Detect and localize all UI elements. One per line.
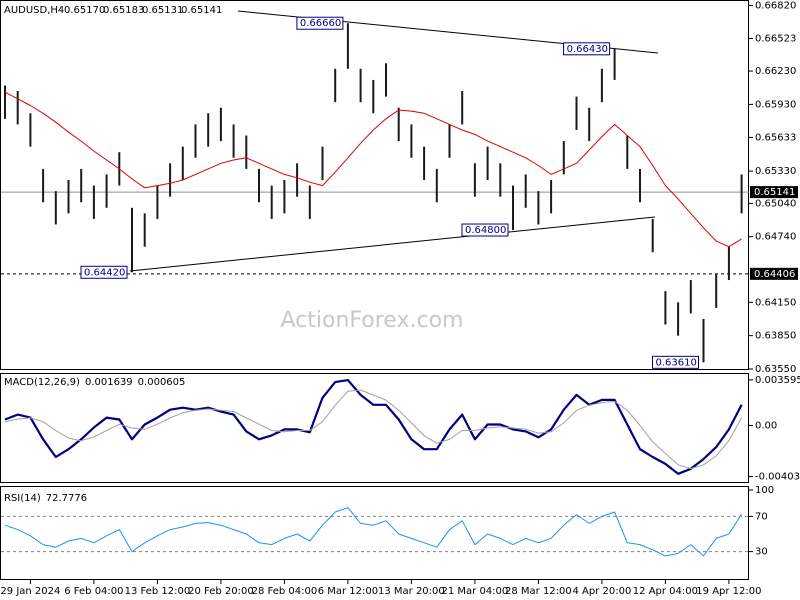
x-tick-label: 28 Mar 12:00 (505, 586, 572, 597)
annotation-label: 0.66430 (567, 44, 608, 55)
y-tick-label: 0.64150 (755, 297, 796, 308)
quote: 0.65141 (181, 5, 222, 16)
annotation-label: 0.63610 (656, 357, 697, 368)
x-tick-label: 6 Feb 04:00 (64, 586, 123, 597)
y-tick-label: 0.64740 (755, 232, 796, 243)
quote: 0.65170 (64, 5, 105, 16)
price-label-box (750, 186, 798, 199)
y-tick-label: -0.00403 (755, 472, 800, 483)
annotation-box (563, 42, 611, 56)
y-tick-label: 0.00 (755, 420, 777, 431)
y-tick-label: 70 (755, 511, 768, 522)
moving-average (4, 91, 742, 248)
annotation-box (296, 16, 344, 30)
y-tick-label: 0.63550 (755, 364, 796, 375)
annotation-box (652, 355, 699, 369)
y-tick-label: 0.66523 (755, 33, 796, 44)
price-label: 0.64406 (754, 269, 795, 280)
indicator-line (4, 507, 743, 557)
annotation-box (80, 265, 128, 279)
indicator-line (4, 379, 743, 475)
y-tick-label: 0.65633 (755, 132, 796, 143)
y-tick-label: 0.003595 (755, 375, 800, 386)
x-tick-label: 29 Jan 2024 (0, 586, 60, 597)
y-tick-label: 0.63850 (755, 331, 796, 342)
symbol: AUDUSD,H4 (4, 5, 64, 16)
x-tick-label: 20 Feb 20:00 (188, 586, 254, 597)
y-tick-label: 0.66230 (755, 66, 796, 77)
quote: 0.65183 (103, 5, 144, 16)
x-tick-label: 13 Mar 20:00 (378, 586, 445, 597)
y-tick-label: 100 (755, 485, 774, 496)
indicator-value: 72.7776 (46, 493, 87, 504)
price-label-box (750, 267, 798, 280)
y-tick-label: 0.65930 (755, 99, 796, 110)
x-tick-label: 12 Apr 04:00 (633, 586, 698, 597)
price-panel (0, 0, 749, 370)
y-tick-label: 0.66820 (755, 0, 796, 11)
annotation-label: 0.64800 (465, 225, 506, 236)
indicator-title: MACD(12,26,9) (4, 377, 80, 388)
annotation-box (461, 223, 509, 237)
macd-panel (0, 373, 749, 483)
annotation-label: 0.66660 (300, 18, 341, 29)
indicator-value: 0.000605 (138, 377, 186, 388)
rsi-panel (0, 486, 749, 580)
trendline (129, 216, 656, 272)
indicator-title: RSI(14) (4, 493, 41, 504)
quote: 0.65131 (142, 5, 183, 16)
indicator-value: 0.001639 (85, 377, 133, 388)
x-tick-label: 21 Mar 04:00 (442, 586, 509, 597)
indicator-line (4, 389, 743, 470)
watermark: ActionForex.com (281, 308, 464, 333)
y-tick-label: 30 (755, 547, 768, 558)
x-tick-label: 4 Apr 20:00 (572, 586, 631, 597)
x-tick-label: 28 Feb 04:00 (252, 586, 318, 597)
price-label: 0.65141 (754, 187, 795, 198)
y-tick-label: 0.65330 (755, 166, 796, 177)
x-tick-label: 6 Mar 12:00 (318, 586, 378, 597)
x-tick-label: 13 Feb 12:00 (125, 586, 191, 597)
header: AUDUSD,H4 0.65170 0.65183 0.65131 0.6514… (4, 5, 222, 16)
x-tick-label: 19 Apr 12:00 (696, 586, 761, 597)
y-tick-label: 0.65040 (755, 198, 796, 209)
annotation-label: 0.64420 (84, 267, 125, 278)
